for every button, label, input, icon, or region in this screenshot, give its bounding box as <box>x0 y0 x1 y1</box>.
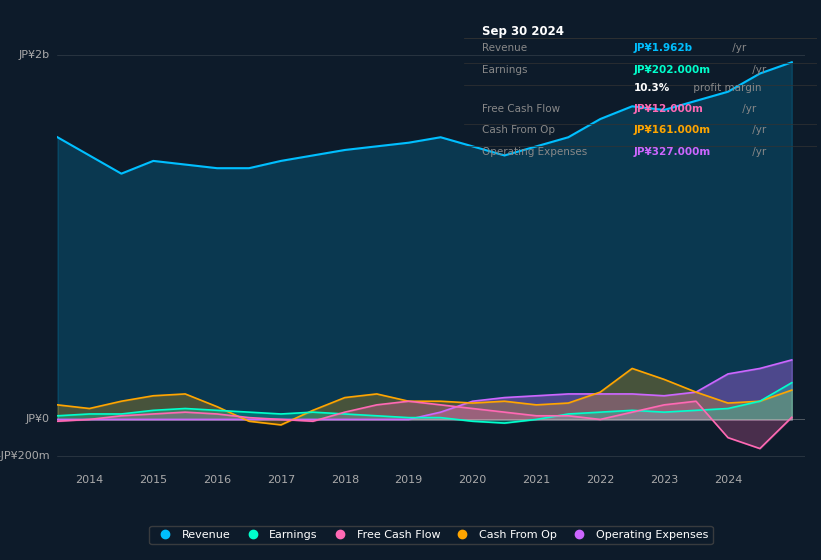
Legend: Revenue, Earnings, Free Cash Flow, Cash From Op, Operating Expenses: Revenue, Earnings, Free Cash Flow, Cash … <box>149 526 713 544</box>
Text: Cash From Op: Cash From Op <box>481 125 554 136</box>
Text: JP¥2b: JP¥2b <box>19 50 50 60</box>
Text: /yr: /yr <box>739 104 756 114</box>
Text: JP¥327.000m: JP¥327.000m <box>633 147 710 157</box>
Text: profit margin: profit margin <box>690 83 761 92</box>
Text: JP¥0: JP¥0 <box>26 414 50 424</box>
Text: Operating Expenses: Operating Expenses <box>481 147 587 157</box>
Text: /yr: /yr <box>749 125 766 136</box>
Text: /yr: /yr <box>729 43 746 53</box>
Text: Sep 30 2024: Sep 30 2024 <box>481 25 563 38</box>
Text: Earnings: Earnings <box>481 65 527 75</box>
Text: JP¥202.000m: JP¥202.000m <box>633 65 710 75</box>
Text: 10.3%: 10.3% <box>633 83 670 92</box>
Text: /yr: /yr <box>749 147 766 157</box>
Text: Free Cash Flow: Free Cash Flow <box>481 104 560 114</box>
Text: JP¥1.962b: JP¥1.962b <box>633 43 692 53</box>
Text: JP¥161.000m: JP¥161.000m <box>633 125 710 136</box>
Text: JP¥12.000m: JP¥12.000m <box>633 104 704 114</box>
Text: Revenue: Revenue <box>481 43 526 53</box>
Text: -JP¥200m: -JP¥200m <box>0 451 50 461</box>
Text: /yr: /yr <box>749 65 766 75</box>
